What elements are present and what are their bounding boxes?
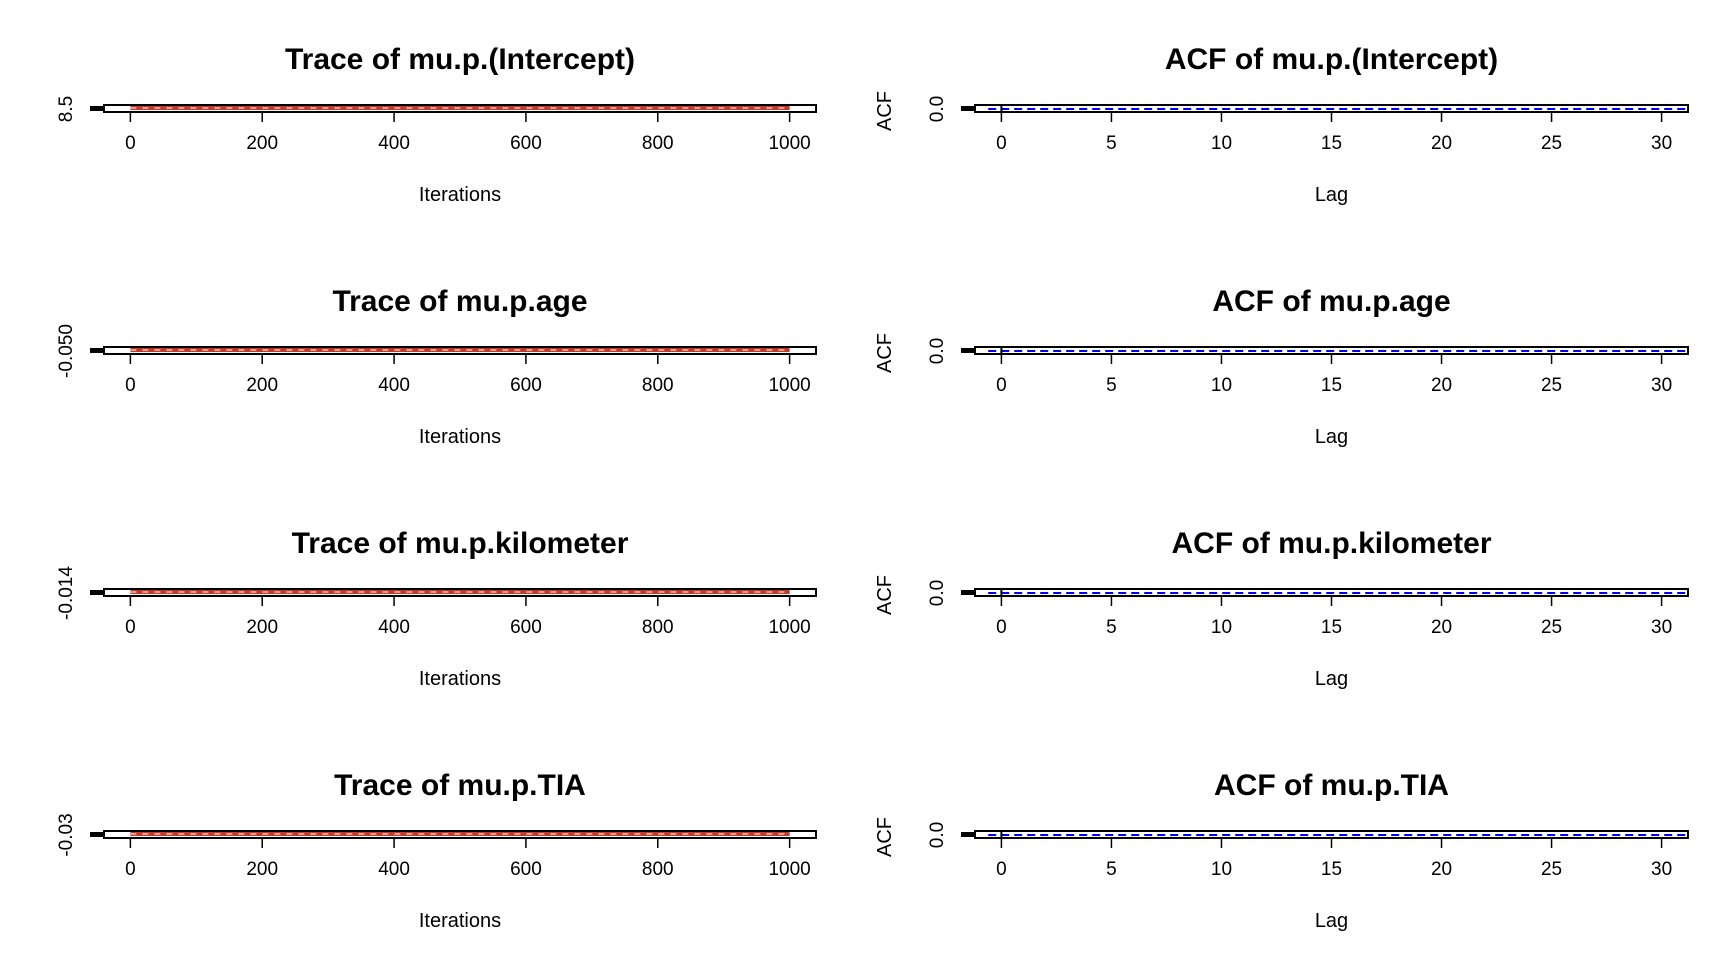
panel-0: Trace of mu.p.(Intercept) 0 200 400 600 800 10… — [56, 43, 817, 206]
frame-edge-marker — [961, 106, 975, 111]
frame-edge-marker — [961, 832, 975, 837]
panel-title: Trace of mu.p.TIA — [334, 769, 586, 802]
x-tick-label: 20 — [1431, 617, 1452, 638]
panel-1: ACF of mu.p.(Intercept) 0 5 10 15 20 25 30 Lag 0.… — [874, 43, 1689, 206]
x-tick-label: 1000 — [768, 859, 810, 880]
x-tick-label: 30 — [1651, 859, 1672, 880]
x-axis-label: Iterations — [419, 668, 501, 690]
panel-title: Trace of mu.p.age — [332, 285, 587, 318]
x-tick-label: 600 — [510, 133, 542, 154]
x-tick-label: 600 — [510, 617, 542, 638]
x-tick-label: 0 — [996, 617, 1007, 638]
x-tick-label: 800 — [642, 375, 674, 396]
panels-container: Trace of mu.p.(Intercept)0 200 400 600 800 10… — [56, 43, 1689, 932]
x-tick-label: 10 — [1211, 617, 1232, 638]
y-axis-label: ACF — [874, 91, 896, 131]
x-tick-label: 400 — [378, 133, 410, 154]
panel-title: Trace of mu.p.(Intercept) — [285, 43, 635, 76]
x-tick-label: 800 — [642, 617, 674, 638]
x-tick-label: 600 — [510, 375, 542, 396]
y-tick-label: -0.014 — [56, 566, 77, 620]
frame-edge-marker — [961, 348, 975, 353]
x-tick-label: 800 — [642, 859, 674, 880]
frame-edge-marker — [90, 832, 104, 837]
panel-4: Trace of mu.p.kilometer 0 200 400 600 800 1000… — [56, 527, 817, 690]
x-axis-label: Lag — [1315, 426, 1348, 448]
frame-edge-marker — [90, 348, 104, 353]
x-tick-label: 25 — [1541, 375, 1562, 396]
panel-3: ACF of mu.p.age 0 5 10 15 20 25 30 Lag 0.0 ACF — [874, 285, 1689, 448]
x-tick-label: 1000 — [768, 133, 810, 154]
y-tick-label: 8.5 — [56, 96, 77, 122]
x-tick-label: 400 — [378, 859, 410, 880]
y-axis-label: ACF — [874, 575, 896, 615]
x-tick-label: 0 — [125, 859, 136, 880]
x-tick-label: 0 — [125, 375, 136, 396]
y-axis-label: ACF — [874, 817, 896, 857]
x-axis-label: Iterations — [419, 910, 501, 932]
x-tick-label: 10 — [1211, 375, 1232, 396]
x-tick-label: 30 — [1651, 375, 1672, 396]
x-tick-label: 5 — [1106, 617, 1117, 638]
x-tick-label: 20 — [1431, 133, 1452, 154]
x-tick-label: 0 — [996, 859, 1007, 880]
x-tick-label: 1000 — [768, 617, 810, 638]
x-axis-label: Iterations — [419, 184, 501, 206]
x-tick-label: 200 — [246, 375, 278, 396]
x-tick-label: 15 — [1321, 375, 1342, 396]
x-tick-label: 800 — [642, 133, 674, 154]
x-tick-label: 400 — [378, 617, 410, 638]
panel-2: Trace of mu.p.age 0 200 400 600 800 1000 Iterat… — [56, 285, 817, 448]
x-tick-label: 10 — [1211, 133, 1232, 154]
x-tick-label: 0 — [125, 617, 136, 638]
x-axis-label: Lag — [1315, 910, 1348, 932]
x-tick-label: 15 — [1321, 133, 1342, 154]
x-tick-label: 400 — [378, 375, 410, 396]
panel-6: Trace of mu.p.TIA 0 200 400 600 800 1000 Iterat… — [56, 769, 817, 932]
x-tick-label: 200 — [246, 617, 278, 638]
x-axis-label: Lag — [1315, 184, 1348, 206]
y-tick-label: -0.050 — [56, 324, 77, 378]
x-axis-label: Lag — [1315, 668, 1348, 690]
panel-title: ACF of mu.p.kilometer — [1171, 527, 1491, 560]
panel-title: ACF of mu.p.(Intercept) — [1165, 43, 1498, 76]
x-tick-label: 25 — [1541, 617, 1562, 638]
x-tick-label: 1000 — [768, 375, 810, 396]
frame-edge-marker — [90, 590, 104, 595]
y-tick-label: 0.0 — [927, 338, 948, 364]
x-tick-label: 20 — [1431, 859, 1452, 880]
x-tick-label: 5 — [1106, 375, 1117, 396]
x-tick-label: 25 — [1541, 859, 1562, 880]
x-tick-label: 15 — [1321, 859, 1342, 880]
x-tick-label: 30 — [1651, 133, 1672, 154]
panel-title: ACF of mu.p.age — [1212, 285, 1450, 318]
panel-title: ACF of mu.p.TIA — [1214, 769, 1449, 802]
x-tick-label: 5 — [1106, 859, 1117, 880]
x-tick-label: 600 — [510, 859, 542, 880]
panel-5: ACF of mu.p.kilometer 0 5 10 15 20 25 30 Lag 0.0 A… — [874, 527, 1689, 690]
x-tick-label: 0 — [996, 133, 1007, 154]
x-tick-label: 25 — [1541, 133, 1562, 154]
x-tick-label: 15 — [1321, 617, 1342, 638]
x-tick-label: 5 — [1106, 133, 1117, 154]
x-tick-label: 200 — [246, 133, 278, 154]
y-tick-label: -0.03 — [56, 813, 77, 856]
y-tick-label: 0.0 — [927, 822, 948, 848]
frame-edge-marker — [90, 106, 104, 111]
x-tick-label: 0 — [996, 375, 1007, 396]
y-tick-label: 0.0 — [927, 580, 948, 606]
x-tick-label: 10 — [1211, 859, 1232, 880]
frame-edge-marker — [961, 590, 975, 595]
panel-title: Trace of mu.p.kilometer — [292, 527, 629, 560]
x-tick-label: 20 — [1431, 375, 1452, 396]
y-axis-label: ACF — [874, 333, 896, 373]
panel-7: ACF of mu.p.TIA 0 5 10 15 20 25 30 Lag 0.0 ACF — [874, 769, 1689, 932]
y-tick-label: 0.0 — [927, 96, 948, 122]
x-tick-label: 30 — [1651, 617, 1672, 638]
x-tick-label: 200 — [246, 859, 278, 880]
x-axis-label: Iterations — [419, 426, 501, 448]
x-tick-label: 0 — [125, 133, 136, 154]
